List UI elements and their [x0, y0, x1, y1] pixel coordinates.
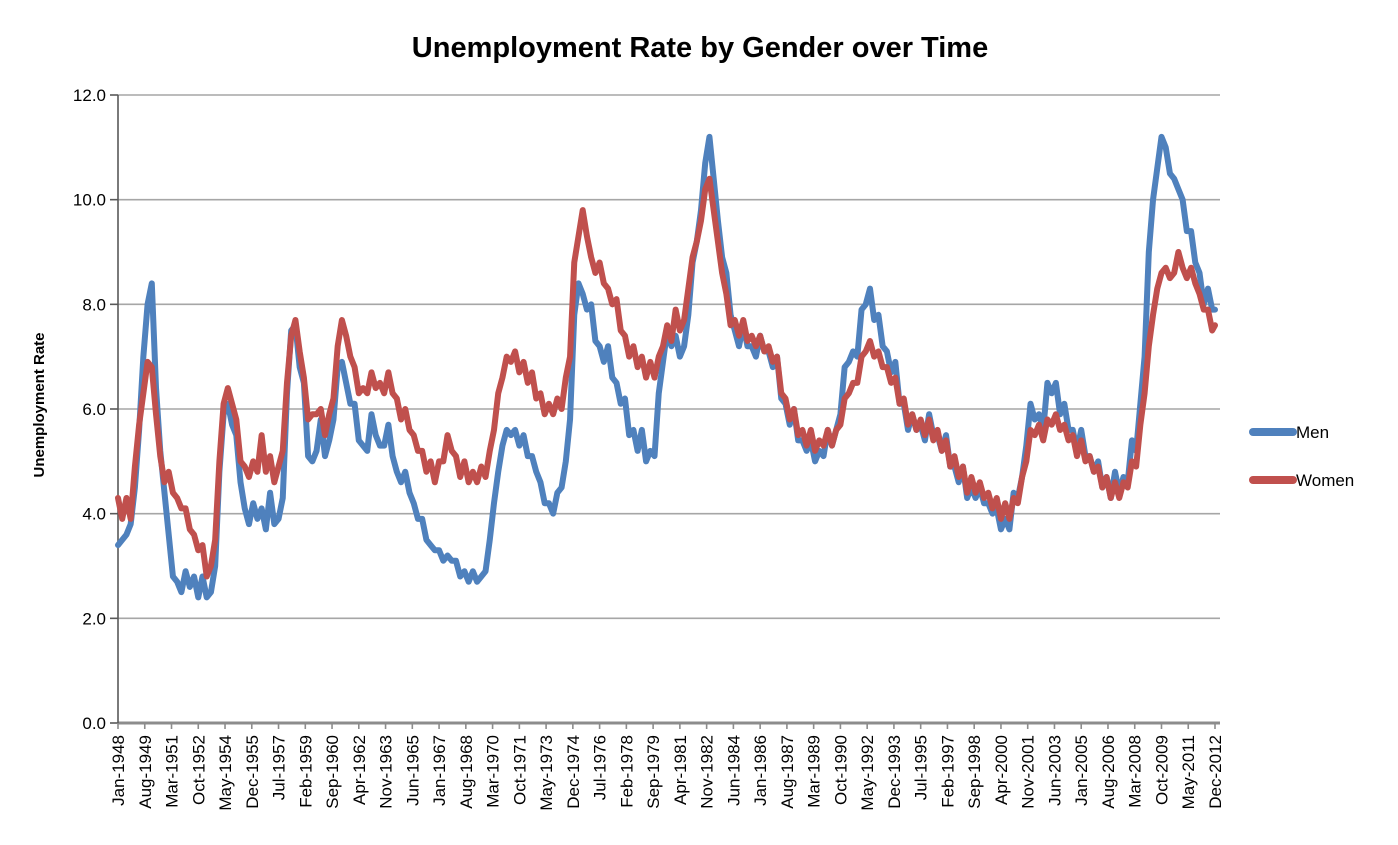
- x-tick-label: Aug-1987: [778, 735, 797, 809]
- x-tick-label: Oct-2009: [1152, 735, 1171, 805]
- x-tick-label: Jan-1967: [430, 735, 449, 806]
- men-series-line: [115, 133, 1218, 601]
- x-tick-label: Aug-1968: [457, 735, 476, 809]
- x-tick-label: Jul-1957: [270, 735, 289, 800]
- legend-entry-women: Women: [1249, 471, 1354, 490]
- x-tick-label: Oct-1990: [831, 735, 850, 805]
- x-tick-label: Sep-1998: [965, 735, 984, 809]
- x-tick-label: May-2011: [1179, 735, 1198, 809]
- horizontal-gridlines: [118, 94, 1220, 620]
- women-series-line: [115, 175, 1218, 580]
- x-tick-label: Jan-1948: [109, 735, 128, 806]
- x-tick-label: Sep-1979: [644, 735, 663, 809]
- y-tick-label: 10.0: [73, 191, 106, 210]
- x-tick-label: Nov-1982: [698, 735, 717, 809]
- x-tick-label: Aug-2006: [1099, 735, 1118, 809]
- x-tick-label: Mar-1970: [484, 735, 503, 808]
- x-tick-label: Apr-2000: [992, 735, 1011, 805]
- x-tick-label: Jun-1984: [724, 735, 743, 806]
- men-legend-label: Men: [1296, 423, 1329, 442]
- x-tick-label: Mar-1989: [805, 735, 824, 808]
- x-tick-label: Apr-1962: [350, 735, 369, 805]
- x-tick-label: Oct-1952: [189, 735, 208, 805]
- legend-entry-men: Men: [1249, 423, 1329, 442]
- x-tick-label: Mar-2008: [1126, 735, 1145, 808]
- x-tick-label: Jan-2005: [1072, 735, 1091, 806]
- y-tick-label: 6.0: [82, 400, 106, 419]
- x-tick-label: Jul-1995: [912, 735, 931, 800]
- x-tick-label: Jul-1976: [591, 735, 610, 800]
- x-tick-label: Dec-1955: [243, 735, 262, 809]
- y-tick-label: 12.0: [73, 86, 106, 105]
- axes: [110, 94, 1220, 725]
- y-tick-label: 0.0: [82, 714, 106, 733]
- y-tick-label: 8.0: [82, 295, 106, 314]
- x-tick-label: Nov-1963: [377, 735, 396, 809]
- y-tick-label: 4.0: [82, 505, 106, 524]
- x-tick-label: Jun-1965: [403, 735, 422, 806]
- chart-title: Unemployment Rate by Gender over Time: [412, 32, 988, 64]
- y-axis-title: Unemployment Rate: [31, 332, 48, 477]
- series-lines: [115, 133, 1218, 601]
- x-tick-label: May-1954: [216, 735, 235, 811]
- legend: Men Women: [1249, 423, 1354, 490]
- x-tick-label: Dec-1993: [885, 735, 904, 809]
- women-legend-label: Women: [1296, 471, 1354, 490]
- x-tick-label: Jun-2003: [1045, 735, 1064, 806]
- x-tick-label: Nov-2001: [1019, 735, 1038, 809]
- x-tick-label: Dec-2012: [1206, 735, 1225, 809]
- x-tick-label: May-1973: [537, 735, 556, 811]
- x-tick-label: May-1992: [858, 735, 877, 811]
- x-tick-label: Sep-1960: [323, 735, 342, 809]
- x-tick-label: Feb-1997: [938, 735, 957, 808]
- x-tick-label: Oct-1971: [510, 735, 529, 805]
- x-tick-label: Aug-1949: [136, 735, 155, 809]
- x-axis-tick-labels: Jan-1948 Aug-1949 Mar-1951 Oct-1952 May-1954…: [109, 723, 1225, 811]
- x-tick-label: Dec-1974: [564, 735, 583, 809]
- y-tick-label: 2.0: [82, 609, 106, 628]
- x-tick-label: Mar-1951: [163, 735, 182, 808]
- x-tick-label: Apr-1981: [671, 735, 690, 805]
- x-tick-label: Jan-1986: [751, 735, 770, 806]
- x-tick-label: Feb-1959: [296, 735, 315, 808]
- y-axis-tick-labels: 0.0 2.0 4.0 6.0 8.0 10.0 12.0: [73, 86, 106, 733]
- x-tick-label: Feb-1978: [617, 735, 636, 808]
